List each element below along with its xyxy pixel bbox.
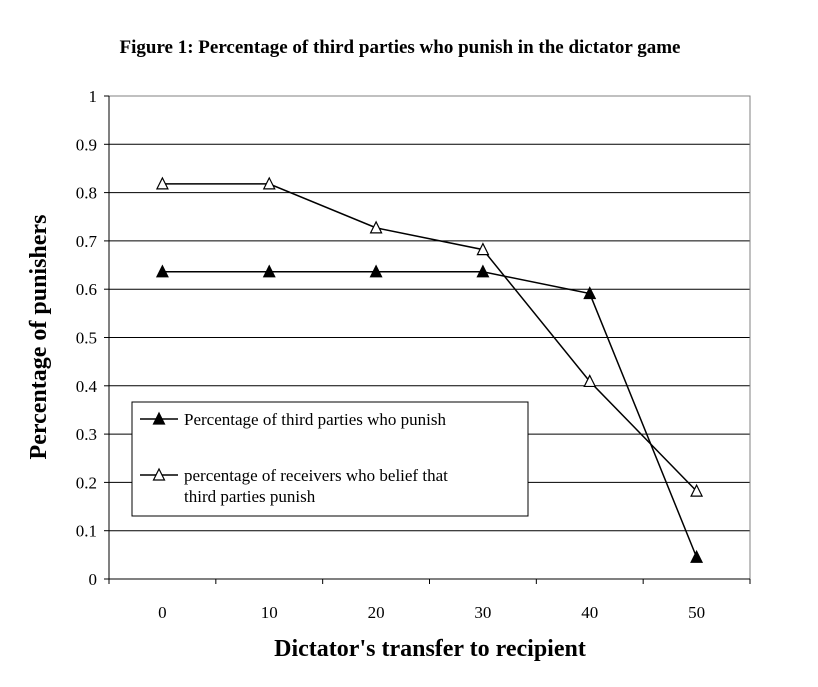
data-point	[583, 286, 597, 300]
data-point	[262, 176, 276, 190]
legend-marker	[152, 411, 166, 425]
legend-label-line: percentage of receivers who belief that	[184, 466, 448, 485]
y-tick-label: 0.4	[76, 377, 98, 396]
x-tick-label: 20	[368, 603, 385, 622]
series-line	[162, 183, 698, 492]
x-tick-label: 30	[474, 603, 491, 622]
x-tick-label: 0	[158, 603, 167, 622]
y-tick-label: 0	[89, 570, 98, 589]
chart-title: Figure 1: Percentage of third parties wh…	[120, 37, 681, 58]
data-point	[476, 264, 490, 278]
legend: Percentage of third parties who punish pe…	[131, 401, 529, 517]
y-tick-label: 0.6	[76, 280, 97, 299]
y-axis-title: Percentage of punishers	[26, 215, 52, 460]
data-point	[690, 483, 704, 497]
legend-label-line: Percentage of third parties who punish	[184, 410, 447, 429]
y-tick-label: 0.5	[76, 329, 97, 348]
data-point	[690, 549, 704, 563]
data-point	[155, 176, 169, 190]
legend-label: percentage of receivers who belief that t…	[184, 466, 448, 506]
series-1	[155, 264, 704, 563]
y-tick-label: 0.1	[76, 522, 97, 541]
legend-entry-1: Percentage of third parties who punish	[140, 410, 447, 429]
data-point	[369, 264, 383, 278]
y-tick-label: 0.7	[76, 232, 98, 251]
x-tick-label: 50	[688, 603, 705, 622]
legend-entry-2: percentage of receivers who belief that t…	[140, 466, 448, 506]
data-point	[155, 264, 169, 278]
data-point	[583, 374, 597, 388]
series-line	[162, 271, 698, 558]
x-tick-label: 40	[581, 603, 598, 622]
series-2	[155, 176, 704, 497]
y-tick-label: 0.3	[76, 425, 97, 444]
data-point	[369, 220, 383, 234]
y-tick-label: 0.8	[76, 184, 97, 203]
y-tick-label: 1	[89, 87, 98, 106]
legend-label-line: third parties punish	[184, 487, 316, 506]
x-axis-title: Dictator's transfer to recipient	[274, 636, 586, 662]
legend-marker	[152, 467, 166, 481]
legend-box	[131, 401, 529, 517]
legend-label: Percentage of third parties who punish	[184, 410, 447, 429]
y-tick-label: 0.9	[76, 135, 97, 154]
y-tick-label: 0.2	[76, 473, 97, 492]
x-tick-label: 10	[261, 603, 278, 622]
data-point	[476, 242, 490, 256]
data-point	[262, 264, 276, 278]
